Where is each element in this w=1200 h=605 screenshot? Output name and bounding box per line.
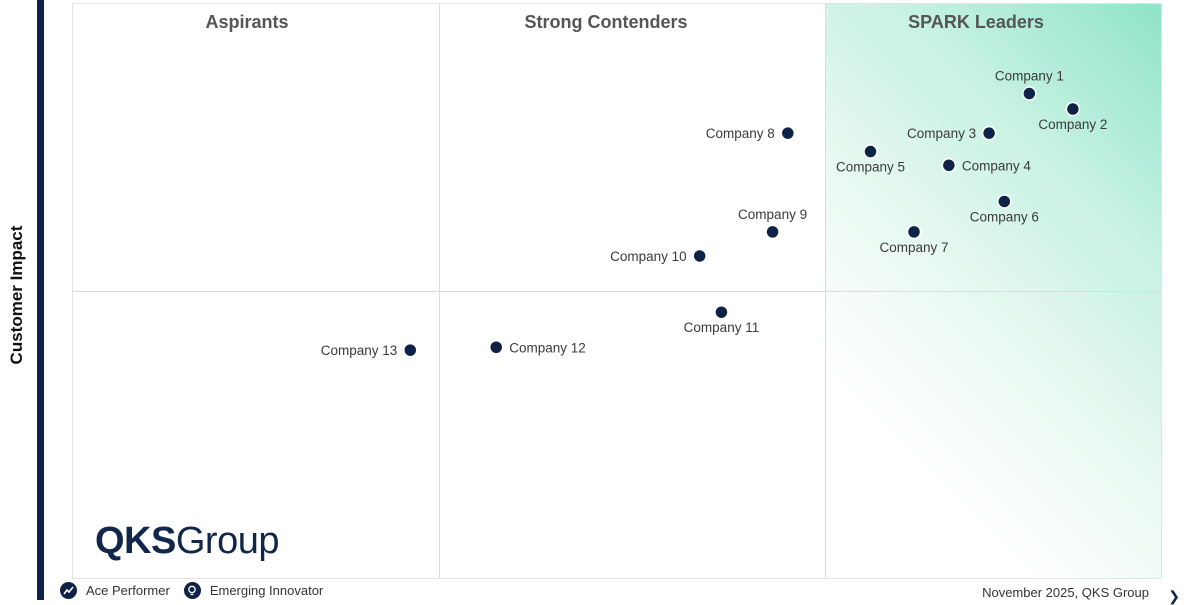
lightbulb-icon [183,582,201,599]
legend-item-emerging-innovator: Emerging Innovator [183,582,324,599]
point-company-12 [488,340,504,355]
point-company-11 [714,304,729,320]
point-company-3 [981,125,997,141]
logo-bold-text: QKS [95,520,176,562]
point-company-10 [692,248,707,264]
legend: Ace Performer Emerging Innovator [60,582,337,599]
point-label-company-11: Company 11 [684,320,760,335]
point-company-4 [941,158,957,173]
qks-group-logo: QKSGroup [95,520,279,563]
scatter-points: Company 1 Company 2 Company 3 Company 4 Comp… [321,69,1108,359]
point-label-company-6: Company 6 [970,209,1039,224]
legend-label-emerging-innovator: Emerging Innovator [209,583,324,598]
point-label-company-3: Company 3 [907,126,976,141]
point-label-company-12: Company 12 [509,340,586,355]
point-label-company-1: Company 1 [995,69,1064,84]
point-company-8 [780,125,796,141]
y-axis-label: Customer Impact [7,225,26,365]
point-label-company-2: Company 2 [1038,117,1107,132]
quadrant-title-aspirants: Aspirants [205,12,289,32]
point-company-13 [403,342,418,358]
trend-up-icon [60,582,77,599]
point-company-7 [906,224,922,240]
quadrant-plot: Aspirants Strong Contenders SPARK Leader… [72,3,1162,579]
quadrant-title-spark-leaders: SPARK Leaders [908,12,1044,32]
logo-light-text: Group [175,520,280,562]
legend-item-ace-performer: Ace Performer [60,582,170,599]
point-label-company-7: Company 7 [880,240,949,255]
point-company-9 [765,224,780,240]
point-label-company-4: Company 4 [962,158,1032,173]
point-label-company-5: Company 5 [836,160,905,175]
point-label-company-10: Company 10 [610,249,687,264]
point-company-6 [997,194,1012,209]
point-company-5 [863,144,878,159]
chevron-right-icon: ❯ [1168,588,1180,604]
point-label-company-8: Company 8 [706,126,775,141]
divider-horizontal [73,291,1161,292]
point-company-1 [1022,86,1037,101]
left-accent-bar [37,0,44,600]
point-label-company-13: Company 13 [321,343,398,358]
footer-date-note: November 2025, QKS Group [982,585,1149,600]
point-label-company-9: Company 9 [738,207,807,222]
point-company-2 [1065,101,1081,117]
quadrant-title-strong-contenders: Strong Contenders [524,12,688,32]
legend-label-ace-performer: Ace Performer [86,583,170,598]
